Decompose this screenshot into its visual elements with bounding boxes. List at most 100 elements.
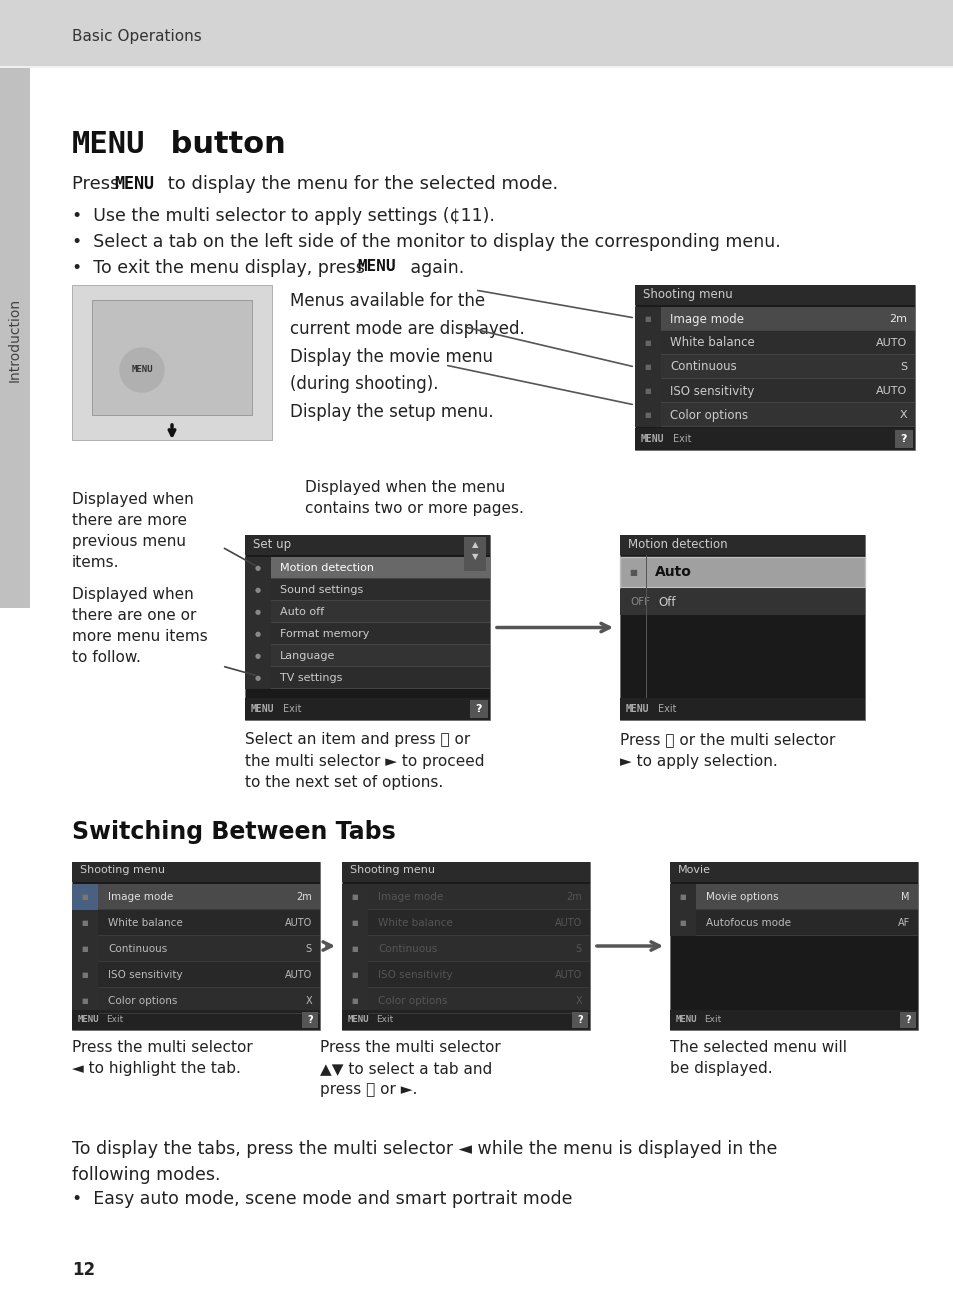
- Bar: [71, 884, 98, 911]
- Circle shape: [120, 348, 164, 392]
- Bar: [341, 862, 589, 882]
- Text: Color options: Color options: [669, 409, 747, 422]
- Text: Switching Between Tabs: Switching Between Tabs: [71, 820, 395, 844]
- Bar: [271, 623, 490, 645]
- Text: ■: ■: [644, 340, 651, 346]
- Text: ●: ●: [254, 587, 261, 593]
- Text: MENU: MENU: [676, 1016, 697, 1025]
- Text: Color options: Color options: [377, 996, 447, 1007]
- Bar: [245, 645, 271, 668]
- Text: Format memory: Format memory: [280, 629, 369, 639]
- Text: Exit: Exit: [375, 1016, 393, 1025]
- Text: Auto off: Auto off: [280, 607, 324, 618]
- Bar: [71, 285, 272, 440]
- Text: Shooting menu: Shooting menu: [350, 865, 435, 875]
- Text: Press the multi selector
▲▼ to select a tab and
press Ⓨ or ►.: Press the multi selector ▲▼ to select a …: [319, 1039, 500, 1097]
- Text: ISO sensitivity: ISO sensitivity: [108, 970, 182, 980]
- Text: Displayed when the menu
contains two or more pages.: Displayed when the menu contains two or …: [305, 480, 523, 516]
- Bar: [635, 378, 660, 403]
- Text: Shooting menu: Shooting menu: [642, 288, 732, 301]
- Text: Image mode: Image mode: [108, 892, 173, 901]
- Bar: [660, 331, 914, 355]
- Text: Autofocus mode: Autofocus mode: [705, 918, 790, 928]
- Bar: [635, 403, 660, 427]
- Bar: [98, 884, 319, 911]
- Text: Continuous: Continuous: [108, 943, 167, 954]
- Bar: [635, 285, 914, 305]
- Text: MENU: MENU: [640, 434, 664, 444]
- Text: Movie: Movie: [678, 865, 710, 875]
- Text: S: S: [306, 943, 312, 954]
- Bar: [341, 936, 368, 962]
- Bar: [660, 307, 914, 331]
- Text: 2m: 2m: [888, 314, 906, 325]
- Text: ▲: ▲: [471, 540, 477, 549]
- Text: ■: ■: [82, 920, 89, 926]
- Text: S: S: [899, 361, 906, 372]
- Text: ■: ■: [352, 920, 358, 926]
- Text: ■: ■: [644, 388, 651, 394]
- Bar: [341, 862, 589, 1030]
- Bar: [245, 535, 490, 720]
- Text: Image mode: Image mode: [669, 313, 743, 326]
- Text: ■: ■: [82, 972, 89, 978]
- Bar: [899, 1012, 915, 1028]
- Bar: [271, 668, 490, 689]
- Text: again.: again.: [405, 259, 464, 277]
- Text: Select an item and press Ⓨ or
the multi selector ► to proceed
to the next set of: Select an item and press Ⓨ or the multi …: [245, 732, 484, 790]
- Bar: [271, 645, 490, 668]
- Text: AUTO: AUTO: [554, 918, 581, 928]
- Text: X: X: [575, 996, 581, 1007]
- Text: to display the menu for the selected mode.: to display the menu for the selected mod…: [162, 175, 558, 193]
- Text: button: button: [160, 130, 286, 159]
- Text: ●: ●: [254, 631, 261, 637]
- Text: Introduction: Introduction: [8, 298, 22, 382]
- Bar: [368, 884, 589, 911]
- Bar: [341, 1010, 589, 1030]
- Text: AUTO: AUTO: [554, 970, 581, 980]
- Text: Exit: Exit: [672, 434, 691, 444]
- Text: ■: ■: [352, 894, 358, 900]
- Text: Auto: Auto: [655, 565, 691, 579]
- Text: Movie options: Movie options: [705, 892, 778, 901]
- Text: Menus available for the
current mode are displayed.
Display the movie menu
(duri: Menus available for the current mode are…: [290, 292, 524, 422]
- Text: ?: ?: [904, 1014, 910, 1025]
- Bar: [635, 307, 660, 331]
- Bar: [341, 962, 368, 988]
- Text: AUTO: AUTO: [875, 386, 906, 396]
- Text: ■: ■: [82, 999, 89, 1004]
- Bar: [669, 911, 696, 936]
- Bar: [271, 557, 490, 579]
- Text: •  Use the multi selector to apply settings (¢11).: • Use the multi selector to apply settin…: [71, 208, 495, 225]
- Text: 2m: 2m: [566, 892, 581, 901]
- Bar: [245, 600, 271, 623]
- Bar: [71, 862, 319, 1030]
- Text: MENU: MENU: [625, 704, 649, 714]
- Text: Set up: Set up: [253, 537, 291, 551]
- Text: Basic Operations: Basic Operations: [71, 29, 201, 43]
- Bar: [98, 911, 319, 936]
- Text: Motion detection: Motion detection: [280, 562, 374, 573]
- Bar: [91, 300, 252, 415]
- Text: ●: ●: [254, 675, 261, 681]
- Text: Language: Language: [280, 650, 335, 661]
- Bar: [368, 962, 589, 988]
- Bar: [341, 911, 368, 936]
- Bar: [98, 936, 319, 962]
- Bar: [660, 403, 914, 427]
- Bar: [463, 537, 485, 572]
- Text: Displayed when
there are one or
more menu items
to follow.: Displayed when there are one or more men…: [71, 587, 208, 665]
- Text: ▼: ▼: [471, 552, 477, 561]
- Text: ■: ■: [679, 920, 685, 926]
- Text: Continuous: Continuous: [669, 360, 736, 373]
- Text: ●: ●: [254, 608, 261, 615]
- Bar: [98, 988, 319, 1014]
- Text: Shooting menu: Shooting menu: [80, 865, 165, 875]
- Bar: [669, 862, 917, 1030]
- Bar: [245, 668, 271, 689]
- Text: AF: AF: [897, 918, 909, 928]
- Text: MENU: MENU: [348, 1016, 369, 1025]
- Bar: [619, 535, 864, 720]
- Bar: [341, 884, 368, 911]
- Text: ■: ■: [82, 894, 89, 900]
